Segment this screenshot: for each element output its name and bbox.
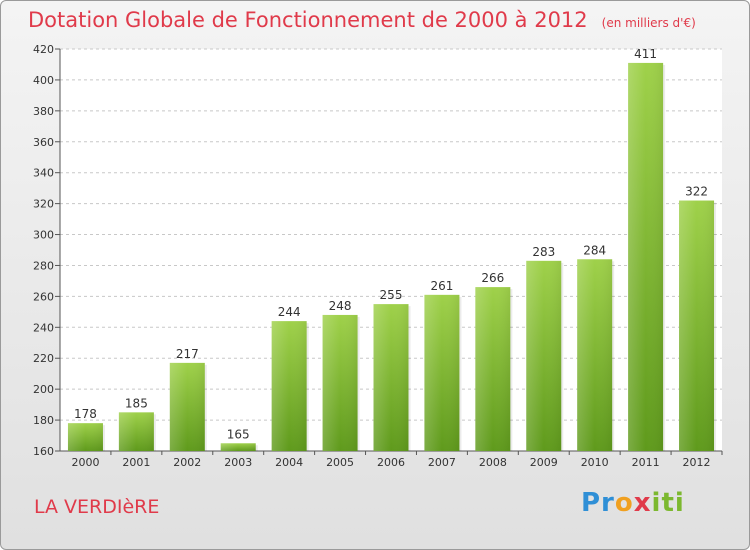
y-tick-label: 320 xyxy=(33,198,54,211)
data-label: 248 xyxy=(329,299,352,313)
x-tick-label: 2012 xyxy=(683,456,711,469)
y-tick-label: 260 xyxy=(33,290,54,303)
logo-part-2: o xyxy=(614,488,634,518)
data-label: 322 xyxy=(685,185,708,199)
y-tick-label: 300 xyxy=(33,229,54,242)
bar-highlight xyxy=(526,260,562,451)
data-label: 283 xyxy=(532,245,555,259)
data-label: 255 xyxy=(380,288,403,302)
x-tick-label: 2008 xyxy=(479,456,507,469)
x-tick-label: 2011 xyxy=(632,456,660,469)
data-label: 165 xyxy=(227,427,250,441)
data-label: 261 xyxy=(430,279,453,293)
bar-highlight xyxy=(169,362,205,451)
chart-unit: (en milliers d'€) xyxy=(601,16,696,30)
logo-part-3: x xyxy=(633,488,652,518)
y-tick-label: 200 xyxy=(33,383,54,396)
bar-highlight xyxy=(322,314,358,451)
data-label: 217 xyxy=(176,347,199,361)
data-label: 266 xyxy=(481,271,504,285)
y-tick-label: 400 xyxy=(33,74,54,87)
bar-highlight xyxy=(577,259,613,451)
x-tick-label: 2003 xyxy=(224,456,252,469)
y-tick-label: 280 xyxy=(33,259,54,272)
data-label: 178 xyxy=(74,407,97,421)
bar-highlight xyxy=(373,304,409,451)
data-label: 244 xyxy=(278,305,301,319)
x-tick-label: 2000 xyxy=(71,456,99,469)
bar-highlight xyxy=(67,423,103,451)
logo-part-4: iti xyxy=(651,488,685,518)
y-tick-label: 420 xyxy=(33,43,54,56)
bar-highlight xyxy=(271,321,307,451)
bar-highlight xyxy=(475,287,511,451)
bar-highlight xyxy=(118,412,154,451)
proxiti-logo: Proxiti xyxy=(581,488,685,518)
chart-title-text: Dotation Globale de Fonctionnement de 20… xyxy=(28,8,588,32)
x-tick-label: 2006 xyxy=(377,456,405,469)
x-tick-label: 2002 xyxy=(173,456,201,469)
y-tick-label: 160 xyxy=(33,445,54,458)
x-tick-label: 2009 xyxy=(530,456,558,469)
y-tick-label: 360 xyxy=(33,136,54,149)
data-label: 185 xyxy=(125,396,148,410)
chart-title: Dotation Globale de Fonctionnement de 20… xyxy=(28,8,696,32)
x-tick-label: 2010 xyxy=(581,456,609,469)
y-tick-label: 220 xyxy=(33,352,54,365)
data-label: 284 xyxy=(583,243,606,257)
bar-highlight xyxy=(424,294,460,451)
y-tick-label: 180 xyxy=(33,414,54,427)
y-tick-label: 340 xyxy=(33,167,54,180)
y-tick-label: 240 xyxy=(33,321,54,334)
x-tick-label: 2001 xyxy=(122,456,150,469)
logo-part-1: Pr xyxy=(581,488,615,518)
bar-highlight xyxy=(679,200,715,451)
bar-highlight xyxy=(220,443,256,451)
bar-highlight xyxy=(628,62,664,452)
y-tick-label: 380 xyxy=(33,105,54,118)
data-label: 411 xyxy=(634,47,657,61)
commune-name: LA VERDIèRE xyxy=(34,496,160,518)
x-tick-label: 2004 xyxy=(275,456,303,469)
x-tick-label: 2005 xyxy=(326,456,354,469)
x-tick-label: 2007 xyxy=(428,456,456,469)
